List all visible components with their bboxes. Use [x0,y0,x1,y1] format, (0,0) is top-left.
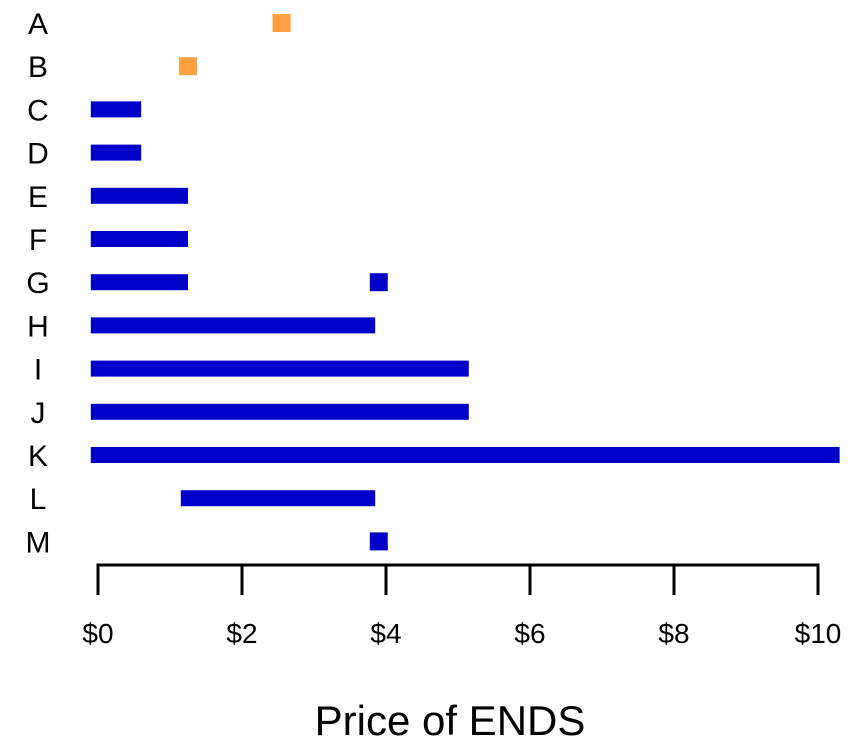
category-label-b: B [28,51,48,84]
range-bar-h-0 [90,317,376,334]
x-tick-label-2: $4 [370,618,401,649]
x-tick-label-0: $0 [82,618,113,649]
range-bar-e-0 [90,187,188,204]
x-tick-label-4: $8 [658,618,689,649]
range-bar-l-0 [180,490,376,507]
x-axis-title: Price of ENDS [315,697,586,741]
price-point-a-0 [272,14,291,32]
price-point-g-1 [369,273,388,292]
category-label-k: K [28,440,48,473]
price-point-m-0 [369,532,388,551]
x-tick-label-1: $2 [226,618,257,649]
category-label-j: J [31,397,46,430]
category-label-e: E [28,181,48,214]
category-label-l: L [30,483,47,516]
range-bar-c-0 [90,101,142,118]
price-point-b-0 [179,57,197,76]
category-label-a: A [28,8,48,41]
category-label-g: G [26,267,49,300]
category-label-d: D [27,138,49,171]
x-axis-ticks: $0 $2 $4 $6 $8 $10 [82,565,841,649]
chart-marks [90,14,840,551]
range-bar-i-0 [90,360,469,377]
category-label-c: C [27,94,49,127]
x-tick-label-3: $6 [514,618,545,649]
range-bar-d-0 [90,144,142,161]
category-label-m: M [26,526,51,559]
category-label-f: F [29,224,47,257]
range-bar-j-0 [90,403,469,420]
x-tick-label-5: $10 [795,618,842,649]
category-label-i: I [34,354,42,387]
range-bar-g-0 [90,274,188,291]
range-bar-k-0 [90,447,840,463]
x-axis: $0 $2 $4 $6 $8 $10 [82,563,841,649]
range-bar-f-0 [90,231,188,247]
category-label-h: H [27,310,49,343]
